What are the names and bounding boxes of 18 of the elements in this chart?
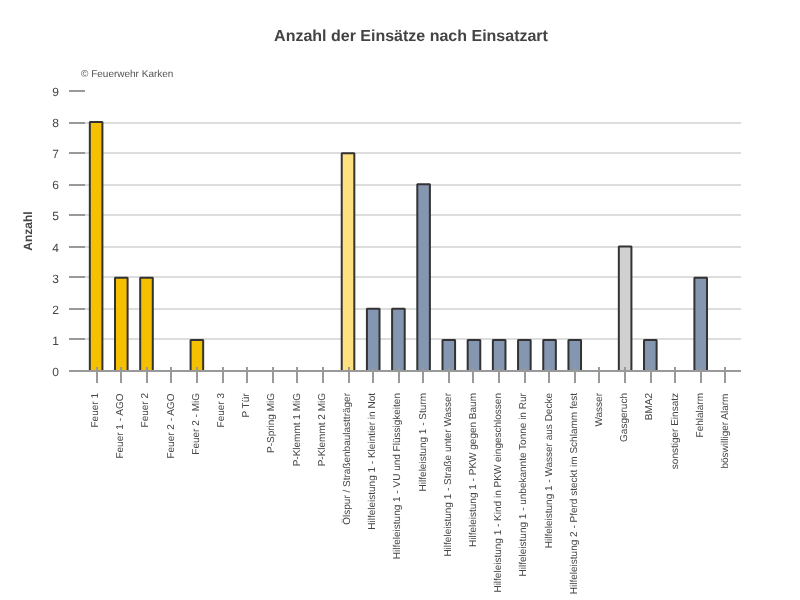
bar: [189, 338, 205, 371]
bar: [693, 276, 708, 371]
bar: [617, 245, 633, 371]
bar: [491, 338, 507, 371]
bar: [365, 307, 381, 371]
bar: [441, 338, 457, 371]
chart-title: Anzahl der Einsätze nach Einsatzart: [274, 27, 549, 45]
bar: [416, 183, 431, 371]
bar: [391, 307, 406, 371]
bar: [643, 338, 658, 371]
bar: [139, 276, 154, 371]
bar: [567, 338, 583, 371]
bar: [466, 338, 482, 371]
bar: [340, 152, 356, 371]
bar: [88, 121, 104, 371]
bar: [517, 338, 532, 371]
bar: [114, 276, 129, 371]
bar: [542, 338, 557, 371]
